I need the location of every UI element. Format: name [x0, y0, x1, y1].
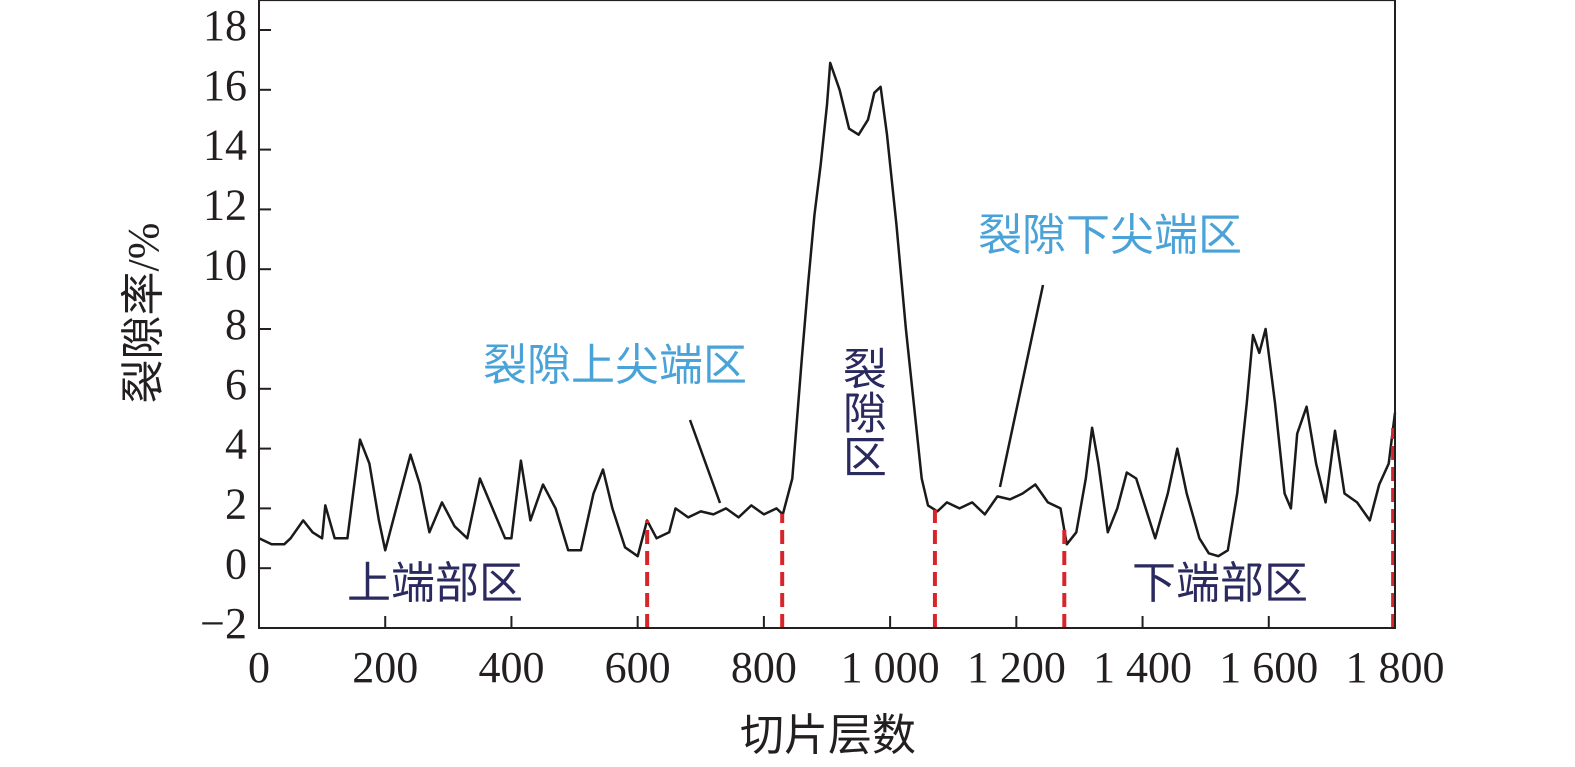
- y-tick-label: 0: [225, 539, 247, 588]
- y-tick-label: 2: [225, 479, 247, 528]
- y-tick-label: 16: [203, 61, 247, 110]
- data-line: [258, 61, 1397, 558]
- y-tick-label: −2: [200, 599, 247, 648]
- x-tick-label: 1 400: [1093, 643, 1192, 692]
- x-tick-label: 200: [352, 643, 418, 692]
- x-tick-label: 1 200: [967, 643, 1066, 692]
- y-tick-label: 10: [203, 240, 247, 289]
- annotation: 裂隙区: [836, 346, 886, 478]
- x-tick-label: 400: [478, 643, 544, 692]
- x-tick-label: 1 800: [1346, 643, 1445, 692]
- annotation: 裂隙上尖端区: [483, 341, 747, 390]
- y-tick-label: 8: [225, 300, 247, 349]
- pointer: [688, 419, 722, 504]
- annotation: 上端部区: [347, 559, 523, 608]
- y-tick-label: 12: [203, 180, 247, 229]
- x-tick-label: 1 000: [841, 643, 940, 692]
- y-tick-label: 18: [203, 1, 247, 50]
- y-tick-label: 4: [225, 420, 247, 469]
- annotation: 裂隙下尖端区: [978, 211, 1242, 260]
- x-tick-label: 600: [605, 643, 671, 692]
- plot-frame: [258, 0, 1396, 630]
- x-axis-title: 切片层数: [740, 711, 916, 760]
- x-tick-label: 800: [731, 643, 797, 692]
- x-tick-label: 0: [248, 643, 270, 692]
- y-tick-label: 14: [203, 121, 247, 170]
- y-tick-label: 6: [225, 360, 247, 409]
- pointer: [998, 284, 1045, 488]
- x-tick-label: 1 600: [1219, 643, 1318, 692]
- y-axis-title: 裂隙率/%: [119, 223, 168, 404]
- annotation: 下端部区: [1132, 559, 1308, 608]
